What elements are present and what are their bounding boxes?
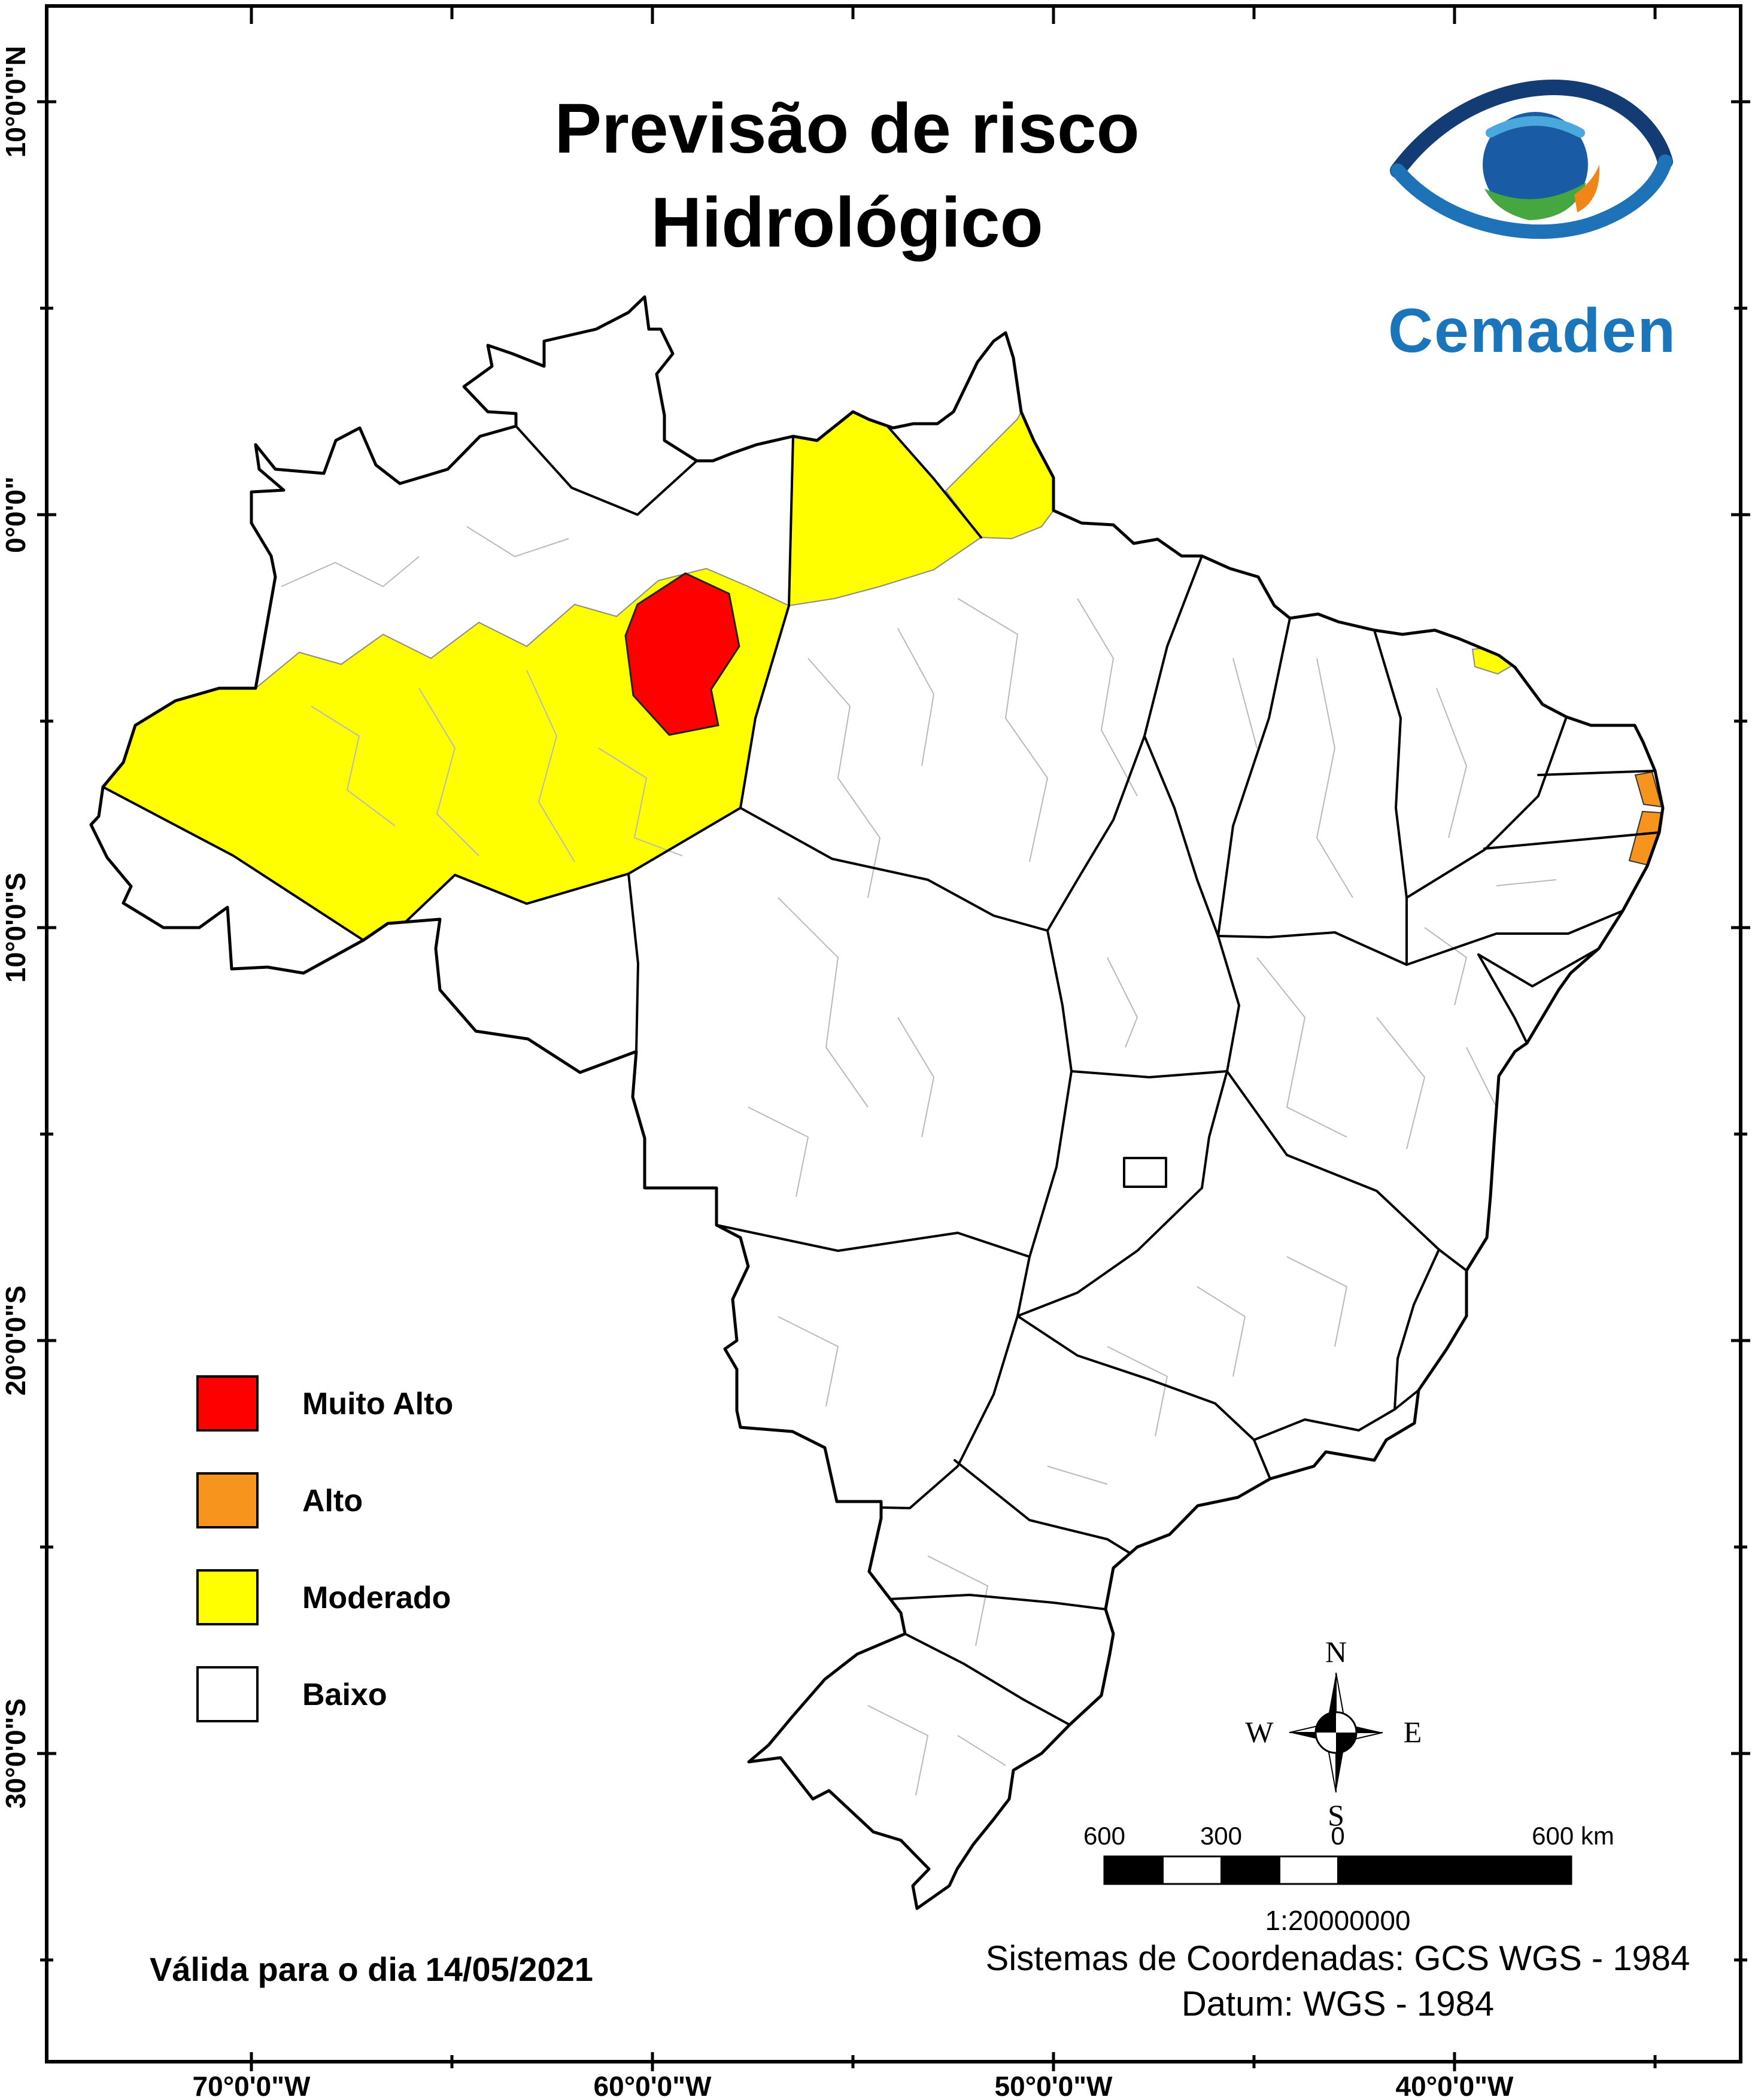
legend-swatch-baixo [196,1666,259,1722]
compass-south-label: S [1328,1798,1344,1832]
map-frame [45,4,1742,2063]
map-title: Previsão de risco Hidrológico [554,89,1139,262]
compass-north-label: N [1325,1635,1347,1669]
legend-swatch-moderado [196,1569,259,1625]
state-boundaries [102,423,1660,1726]
legend-item-moderado: Moderado [196,1569,451,1625]
legend-label-alto: Alto [302,1484,363,1518]
validity-date-text: Válida para o dia 14/05/2021 [150,1950,593,1988]
scale-label-600-left: 600 [1083,1822,1125,1850]
cemaden-logo: Cemaden [1388,79,1677,366]
legend-swatch-muito-alto [196,1375,259,1432]
lat-label-20s: 20°0'0"S [0,1285,31,1396]
lon-label-70w: 70°0'0"W [193,2071,311,2100]
legend-swatch-alto [196,1472,259,1528]
axis-labels: 10°0'0"N 0°0'0" 10°0'0"S 20°0'0"S 30°0'0… [0,46,1514,2100]
scale-label-300: 300 [1200,1822,1242,1850]
legend-item-baixo: Baixo [196,1666,387,1722]
lat-label-0: 0°0'0" [0,476,31,553]
compass-rose-icon: N S E W [1245,1635,1422,1832]
graticule-ticks [37,6,1750,2071]
legend-item-muito-alto: Muito Alto [196,1375,453,1432]
scale-bar: 600 300 0 600 km 1:20000000 [1083,1822,1614,1936]
legend-label-baixo: Baixo [302,1677,387,1712]
distrito-federal [1123,1157,1167,1188]
brazil-outline [89,295,1665,1910]
lat-label-10s: 10°0'0"S [0,873,31,983]
lat-label-30s: 30°0'0"S [0,1698,31,1809]
scale-bar-segments [1103,1855,1572,1885]
compass-east-label: E [1404,1715,1422,1749]
risk-region-muito-alto-amazonas [624,572,740,736]
title-line-2: Hidrológico [651,183,1043,262]
cemaden-wordmark: Cemaden [1388,296,1677,366]
footer: Válida para o dia 14/05/2021 Sistemas de… [150,1939,1690,2023]
lon-label-40w: 40°0'0"W [1396,2071,1514,2100]
scale-ratio: 1:20000000 [1265,1905,1410,1936]
lat-label-10n: 10°0'0"N [0,46,31,158]
brazil-map [89,295,1665,1910]
cemaden-eye-icon [1390,79,1673,239]
coordinate-system-text: Sistemas de Coordenadas: GCS WGS - 1984 [986,1939,1690,1978]
lon-label-60w: 60°0'0"W [594,2071,712,2100]
scale-label-0: 0 [1331,1822,1344,1850]
scale-label-600km: 600 km [1532,1822,1614,1850]
compass-west-label: W [1245,1715,1274,1749]
datum-text: Datum: WGS - 1984 [1182,1984,1494,2023]
legend-label-muito-alto: Muito Alto [302,1387,453,1421]
municipal-boundaries [281,526,1557,1796]
legend-label-moderado: Moderado [302,1581,451,1615]
legend-item-alto: Alto [196,1472,363,1528]
legend: Muito Alto Alto Moderado Baixo [196,1375,453,1722]
title-line-1: Previsão de risco [554,89,1139,168]
lon-label-50w: 50°0'0"W [995,2071,1113,2100]
risk-regions [102,410,1663,941]
